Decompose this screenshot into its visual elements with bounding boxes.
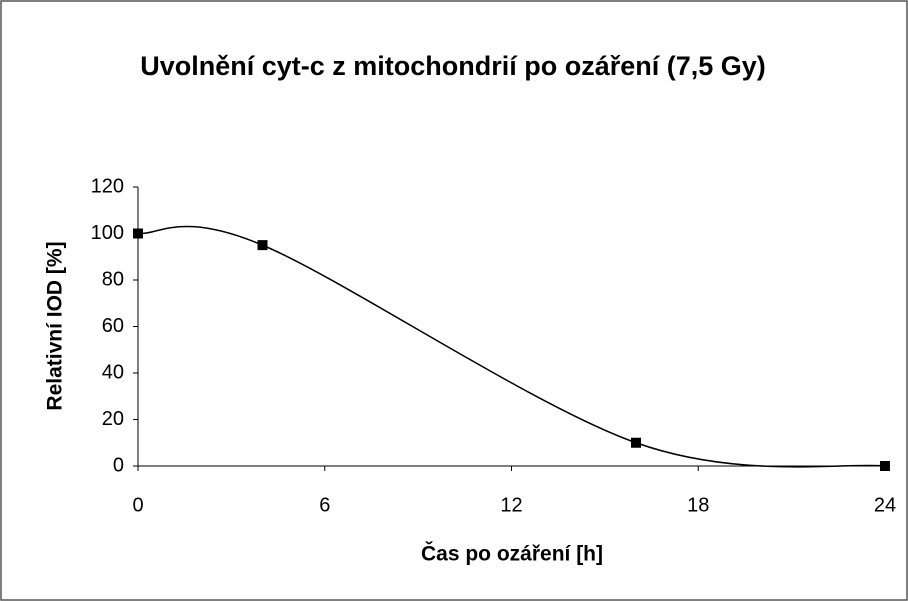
y-tick-label: 100 [91,222,124,244]
y-tick-label: 0 [113,454,124,476]
y-tick-label: 40 [102,361,124,383]
y-tick-label: 120 [91,175,124,197]
y-tick-label: 60 [102,315,124,337]
x-tick-label: 24 [874,494,896,516]
line [137,225,886,468]
marker [257,240,268,251]
x-tick-label: 0 [132,494,143,516]
marker [631,437,641,448]
x-tick-label: 12 [500,494,522,516]
y-tick-label: 80 [102,268,124,290]
x-tick-label: 6 [319,494,330,516]
chart-title: Uvolnění cyt-c z mitochondrií po ozáření… [140,51,766,81]
x-axis-label: Čas po ozáření [h] [421,542,603,566]
y-axis-label: Relativní IOD [%] [44,241,67,410]
marker [880,461,890,471]
y-tick-label: 20 [102,408,124,430]
x-tick-label: 18 [687,494,709,516]
marker [133,228,143,239]
